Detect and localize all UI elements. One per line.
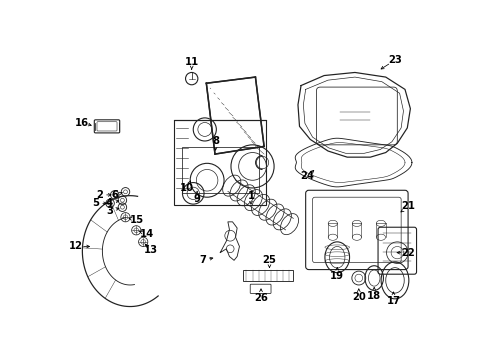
Bar: [182, 147, 258, 193]
Text: 13: 13: [143, 244, 158, 255]
Text: 7: 7: [199, 255, 205, 265]
Bar: [174, 120, 266, 205]
Text: 6: 6: [111, 190, 118, 200]
Text: 24: 24: [300, 171, 314, 181]
Text: 20: 20: [351, 292, 365, 302]
Text: 2: 2: [96, 190, 102, 200]
Text: 18: 18: [366, 291, 381, 301]
Text: 15: 15: [130, 215, 144, 225]
Text: 19: 19: [329, 271, 344, 281]
Text: 23: 23: [387, 55, 401, 65]
Text: 16: 16: [74, 117, 88, 127]
Bar: [243, 270, 293, 281]
Text: 8: 8: [212, 136, 219, 146]
Text: 14: 14: [140, 229, 154, 239]
Text: 12: 12: [69, 242, 83, 252]
Text: 21: 21: [400, 202, 414, 211]
Text: 9: 9: [193, 194, 200, 204]
Text: 5: 5: [92, 198, 99, 208]
Text: 26: 26: [254, 293, 267, 303]
Text: 3: 3: [106, 206, 113, 216]
Text: 22: 22: [400, 248, 414, 258]
Text: 25: 25: [262, 255, 276, 265]
Text: 17: 17: [386, 296, 400, 306]
Text: 11: 11: [184, 57, 199, 67]
Text: 4: 4: [105, 198, 113, 208]
Text: 10: 10: [180, 183, 194, 193]
Text: 1: 1: [247, 191, 254, 201]
